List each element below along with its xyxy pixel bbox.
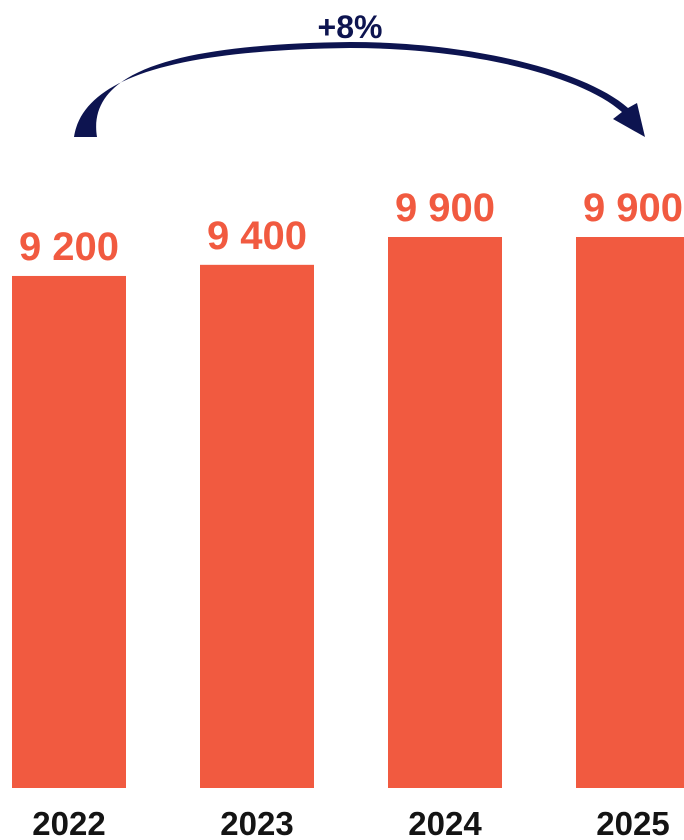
category-label-2023: 2023: [220, 805, 293, 840]
value-label-2023: 9 400: [207, 214, 307, 258]
category-label-2025: 2025: [596, 805, 669, 840]
bar-2024: [388, 237, 502, 788]
bar-2022: [12, 275, 126, 788]
bar-2025: [576, 237, 684, 788]
growth-arrow: [74, 42, 645, 137]
bars-layer: [12, 237, 684, 789]
value-label-2025: 9 900: [583, 186, 683, 230]
value-label-2024: 9 900: [395, 186, 495, 230]
growth-annotation: +8%: [318, 9, 383, 45]
value-label-2022: 9 200: [19, 225, 119, 269]
category-labels-layer: 2022 2023 2024 2025: [32, 805, 669, 840]
category-label-2022: 2022: [32, 805, 105, 840]
value-labels-layer: 9 200 9 400 9 900 9 900: [19, 186, 683, 269]
bar-2023: [200, 264, 314, 789]
category-label-2024: 2024: [408, 805, 482, 840]
